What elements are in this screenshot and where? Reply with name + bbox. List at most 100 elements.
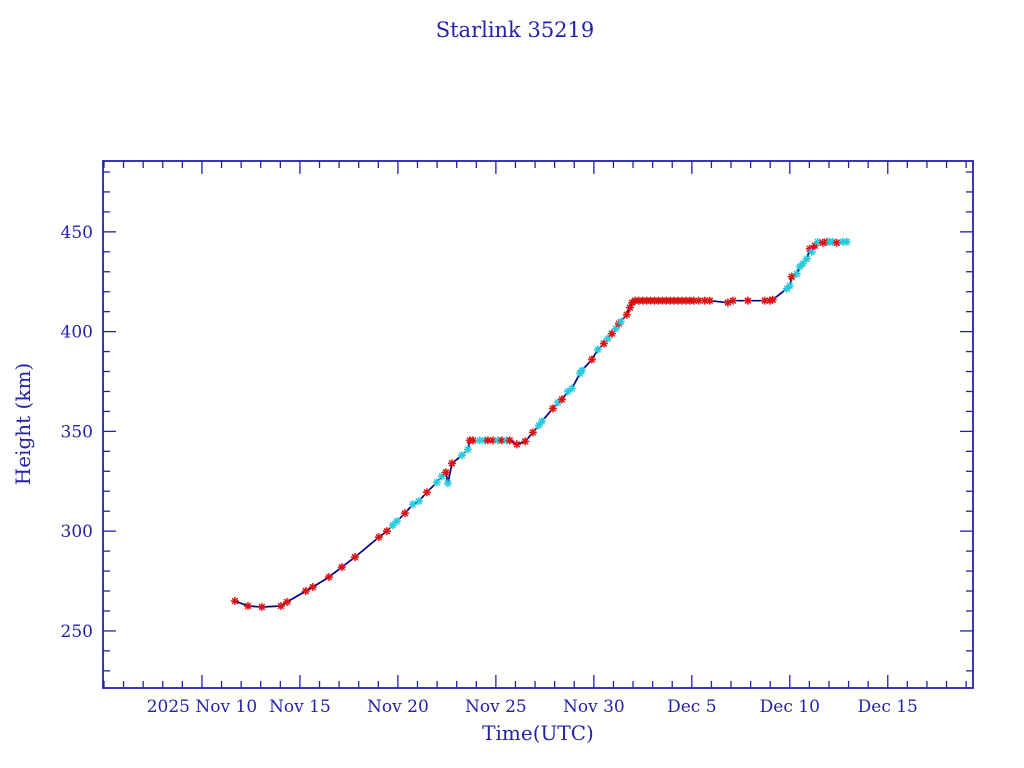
x-tick-label: Dec 15 — [858, 697, 918, 717]
cyan-asterisk-marker — [792, 269, 801, 278]
cyan-asterisk-marker — [577, 366, 586, 375]
red-asterisk-marker — [787, 272, 796, 281]
marker-stroke — [325, 573, 333, 581]
marker-stroke — [814, 238, 822, 246]
cyan-asterisk-marker — [593, 345, 602, 354]
red-asterisk-marker — [505, 436, 514, 445]
marker-stroke — [283, 598, 291, 606]
red-asterisk-marker — [282, 597, 291, 606]
cyan-asterisk-marker — [537, 417, 546, 426]
cyan-asterisk-marker — [842, 237, 851, 246]
marker-stroke — [469, 436, 477, 444]
chart-title: Starlink 35219 — [436, 18, 595, 42]
red-asterisk-marker — [374, 533, 383, 542]
red-asterisk-marker — [599, 339, 608, 348]
red-asterisk-marker — [743, 296, 752, 305]
cyan-asterisk-marker — [785, 281, 794, 290]
red-asterisk-marker — [528, 428, 537, 437]
cyan-asterisk-marker — [802, 254, 811, 263]
marker-stroke — [464, 445, 472, 453]
marker-stroke — [529, 429, 537, 436]
marker-stroke — [761, 297, 769, 305]
cyan-asterisk-marker — [567, 384, 576, 393]
y-tick-label: 300 — [61, 522, 93, 542]
marker-stroke — [608, 330, 616, 337]
red-asterisk-marker — [244, 601, 252, 610]
marker-stroke — [558, 396, 566, 403]
marker-stroke — [393, 517, 401, 525]
red-asterisk-marker — [276, 601, 285, 610]
marker-stroke — [244, 602, 252, 610]
cyan-asterisk-marker — [457, 451, 466, 460]
red-asterisk-marker — [308, 583, 317, 592]
marker-stroke — [578, 367, 586, 374]
x-axis-title: Time(UTC) — [482, 721, 594, 745]
marker-stroke — [302, 587, 310, 595]
red-asterisk-marker — [350, 553, 359, 562]
red-asterisk-marker — [587, 355, 596, 364]
marker-stroke — [594, 346, 602, 353]
marker-stroke — [612, 325, 620, 332]
cyan-asterisk-marker — [553, 398, 562, 407]
marker-stroke — [231, 597, 239, 605]
cyan-asterisk-marker — [408, 500, 417, 509]
marker-stroke — [458, 451, 466, 459]
red-asterisk-marker — [422, 488, 431, 497]
marker-stroke — [476, 436, 484, 444]
marker-stroke — [568, 385, 576, 392]
x-tick-label: Nov 30 — [563, 697, 625, 717]
y-tick-label: 350 — [61, 422, 93, 442]
x-tick-label: Nov 15 — [269, 697, 331, 717]
marker-stroke — [448, 459, 456, 467]
marker-stroke — [415, 497, 423, 505]
x-tick-label: Nov 25 — [465, 697, 527, 717]
marker-stroke — [600, 340, 608, 347]
cyan-asterisk-marker — [432, 478, 441, 487]
cyan-asterisk-marker — [616, 317, 625, 326]
marker-stroke — [690, 297, 698, 305]
marker-stroke — [375, 533, 383, 541]
marker-stroke — [549, 405, 557, 412]
marker-stroke — [729, 297, 737, 305]
red-asterisk-marker — [832, 238, 841, 247]
red-asterisk-marker — [230, 596, 239, 605]
red-asterisk-marker — [521, 437, 530, 446]
cyan-asterisk-marker — [392, 517, 401, 526]
x-tick-label: Dec 5 — [667, 697, 716, 717]
height-curve — [234, 240, 847, 608]
marker-stroke — [433, 478, 441, 486]
marker-stroke — [277, 602, 285, 610]
marker-stroke — [383, 527, 391, 535]
marker-stroke — [498, 436, 506, 444]
marker-stroke — [819, 239, 827, 247]
y-axis-title: Height (km) — [11, 363, 35, 485]
red-asterisk-marker — [548, 404, 557, 413]
marker-stroke — [793, 270, 801, 278]
marker-stroke — [554, 399, 562, 406]
cyan-asterisk-marker — [443, 479, 452, 488]
y-tick-label: 400 — [61, 323, 93, 343]
red-asterisk-marker — [512, 440, 521, 449]
red-asterisk-marker — [382, 527, 391, 536]
red-asterisk-marker — [622, 310, 631, 319]
red-asterisk-marker — [488, 436, 497, 445]
marker-stroke — [338, 563, 346, 571]
x-tick-label: 2025 Nov 10 — [147, 697, 257, 717]
red-asterisk-marker — [557, 395, 566, 404]
cyan-asterisk-marker — [414, 497, 423, 506]
marker-stroke — [843, 238, 851, 246]
marker-stroke — [506, 436, 514, 444]
cyan-asterisk-marker — [463, 445, 472, 454]
marker-stroke — [623, 311, 631, 319]
marker-stroke — [786, 282, 794, 290]
red-asterisk-marker — [607, 329, 616, 338]
red-asterisk-marker — [301, 587, 310, 596]
marker-stroke — [409, 500, 417, 508]
marker-stroke — [564, 388, 572, 395]
red-asterisk-marker — [400, 509, 409, 518]
marker-stroke — [513, 440, 521, 448]
x-tick-label: Nov 20 — [367, 697, 429, 717]
marker-stroke — [803, 255, 811, 263]
